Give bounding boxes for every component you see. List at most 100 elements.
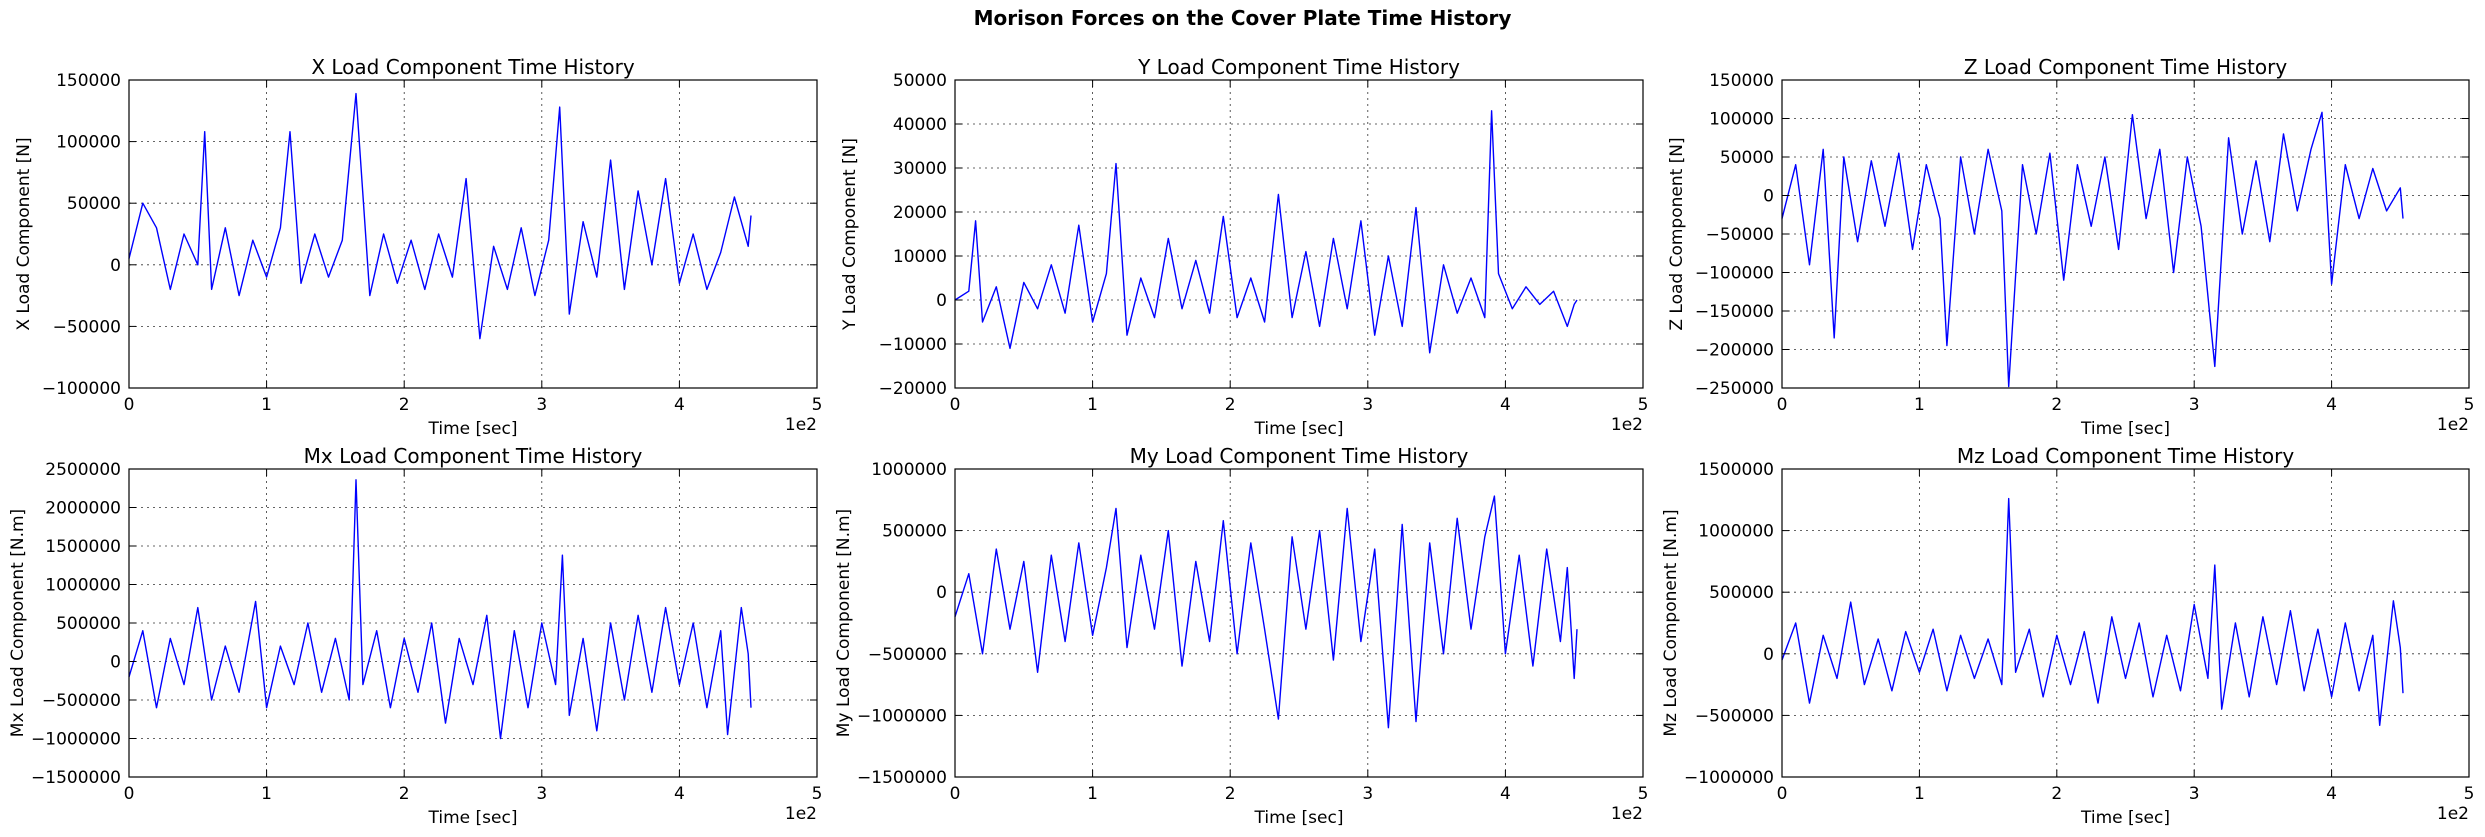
x-offset-text: 1e2 xyxy=(2437,804,2469,824)
x-axis-label: Time [sec] xyxy=(1254,419,1344,439)
x-tick-label: 1 xyxy=(261,784,272,804)
y-tick-label: 20000 xyxy=(893,203,947,223)
y-tick-label: 0 xyxy=(936,583,947,603)
x-tick-label: 2 xyxy=(1225,784,1236,804)
x-tick-label: 4 xyxy=(1500,784,1511,804)
axes-frame xyxy=(954,468,1644,778)
x-tick-label: 1 xyxy=(1087,784,1098,804)
y-tick-label: −1500000 xyxy=(31,768,121,788)
x-axis-label: Time [sec] xyxy=(2080,808,2170,828)
y-tick-label: 0 xyxy=(110,653,121,673)
series-line xyxy=(1781,111,2404,388)
x-tick-label: 1 xyxy=(1087,395,1098,415)
figure-suptitle: Morison Forces on the Cover Plate Time H… xyxy=(973,6,1512,30)
y-tick-label: 150000 xyxy=(1709,71,1774,91)
x-tick-label: 4 xyxy=(2326,395,2337,415)
x-tick-label: 2 xyxy=(399,395,410,415)
y-axis-label: X Load Component [N] xyxy=(14,137,34,330)
y-tick-label: −1000000 xyxy=(857,706,947,726)
y-tick-label: 1500000 xyxy=(1698,460,1774,480)
x-tick-label: 2 xyxy=(2051,395,2062,415)
y-tick-label: 1000000 xyxy=(871,460,947,480)
x-tick-label: 1 xyxy=(261,395,272,415)
subplot-1: 0 1 2 3 4 5 −100000 −50000 0 50000 100000 150000 1e2… xyxy=(14,55,822,439)
y-tick-label: −20000 xyxy=(879,379,947,399)
x-offset-text: 1e2 xyxy=(1611,804,1643,824)
x-tick-label: 3 xyxy=(536,784,547,804)
series-line xyxy=(1781,497,2404,726)
y-tick-label: −200000 xyxy=(1695,341,1774,361)
series-line xyxy=(954,110,1578,354)
axes-frame xyxy=(128,79,818,389)
subplot-title: Mz Load Component Time History xyxy=(1957,444,2295,468)
y-tick-label: 0 xyxy=(1763,187,1774,207)
x-tick-label: 5 xyxy=(1638,784,1649,804)
x-tick-label: 3 xyxy=(1362,784,1373,804)
y-tick-label: 2000000 xyxy=(45,499,121,519)
subplot-2: 0 1 2 3 4 5 −20000 −10000 0 10000 20000 30000 40000 5… xyxy=(840,55,1648,439)
series-line xyxy=(128,479,752,740)
x-tick-label: 2 xyxy=(2051,784,2062,804)
x-offset-text: 1e2 xyxy=(785,415,817,435)
y-axis-label: Mz Load Component [N.m] xyxy=(1661,509,1681,736)
x-tick-label: 5 xyxy=(812,395,823,415)
subplot-6: 0 1 2 3 4 5 −1000000 −500000 0 500000 1000000 15000… xyxy=(1661,444,2474,828)
y-axis-label: Y Load Component [N] xyxy=(840,138,860,331)
x-tick-label: 0 xyxy=(1777,784,1788,804)
x-offset-text: 1e2 xyxy=(2437,415,2469,435)
y-tick-label: −1500000 xyxy=(857,768,947,788)
x-axis-label: Time [sec] xyxy=(1254,808,1344,828)
subplot-title: Y Load Component Time History xyxy=(1137,55,1460,79)
y-tick-label: −10000 xyxy=(879,335,947,355)
y-tick-label: 100000 xyxy=(56,133,121,153)
y-tick-label: 0 xyxy=(110,256,121,276)
x-tick-label: 2 xyxy=(1225,395,1236,415)
y-axis-label: My Load Component [N.m] xyxy=(834,509,854,737)
axes-frame xyxy=(954,79,1644,389)
axes-frame xyxy=(1781,468,2470,778)
y-tick-label: 50000 xyxy=(67,194,121,214)
x-axis-label: Time [sec] xyxy=(428,808,518,828)
y-tick-label: −500000 xyxy=(868,645,947,665)
y-tick-label: −150000 xyxy=(1695,302,1774,322)
x-tick-label: 3 xyxy=(2189,395,2200,415)
y-tick-label: −500000 xyxy=(42,691,121,711)
y-tick-label: 50000 xyxy=(1720,148,1774,168)
y-tick-label: −50000 xyxy=(53,317,121,337)
y-tick-label: 500000 xyxy=(1709,583,1774,603)
y-tick-label: 0 xyxy=(1763,645,1774,665)
x-offset-text: 1e2 xyxy=(1611,415,1643,435)
subplot-3: 0 1 2 3 4 5 −250000 −200000 −150000 −100000 −50000… xyxy=(1667,55,2474,439)
subplot-title: My Load Component Time History xyxy=(1130,444,1469,468)
x-tick-label: 2 xyxy=(399,784,410,804)
subplot-4: 0 1 2 3 4 5 −1500000 −1000000 −500000 0 500000 1000… xyxy=(8,444,822,828)
y-axis-label: Mx Load Component [N.m] xyxy=(8,509,28,737)
y-tick-label: −100000 xyxy=(1695,264,1774,284)
y-tick-label: 500000 xyxy=(56,614,121,634)
x-tick-label: 3 xyxy=(536,395,547,415)
y-tick-label: −50000 xyxy=(1706,225,1774,245)
x-tick-label: 1 xyxy=(1914,395,1925,415)
x-tick-label: 5 xyxy=(2464,784,2475,804)
series-line xyxy=(954,495,1578,729)
subplot-title: X Load Component Time History xyxy=(311,55,634,79)
y-tick-label: 1500000 xyxy=(45,537,121,557)
y-tick-label: 0 xyxy=(936,291,947,311)
x-tick-label: 0 xyxy=(950,784,961,804)
y-tick-label: −1000000 xyxy=(1684,768,1774,788)
y-tick-label: −100000 xyxy=(42,379,121,399)
x-tick-label: 5 xyxy=(2464,395,2475,415)
y-tick-label: 100000 xyxy=(1709,110,1774,130)
y-tick-label: 1000000 xyxy=(45,576,121,596)
y-tick-label: 10000 xyxy=(893,247,947,267)
y-tick-label: 2500000 xyxy=(45,460,121,480)
x-tick-label: 4 xyxy=(674,784,685,804)
x-offset-text: 1e2 xyxy=(785,804,817,824)
y-tick-label: −1000000 xyxy=(31,730,121,750)
y-tick-label: −500000 xyxy=(1695,706,1774,726)
x-tick-label: 5 xyxy=(812,784,823,804)
subplot-5: 0 1 2 3 4 5 −1500000 −1000000 −500000 0 500000 1000… xyxy=(834,444,1648,828)
y-tick-label: 1000000 xyxy=(1698,522,1774,542)
x-tick-label: 1 xyxy=(1914,784,1925,804)
